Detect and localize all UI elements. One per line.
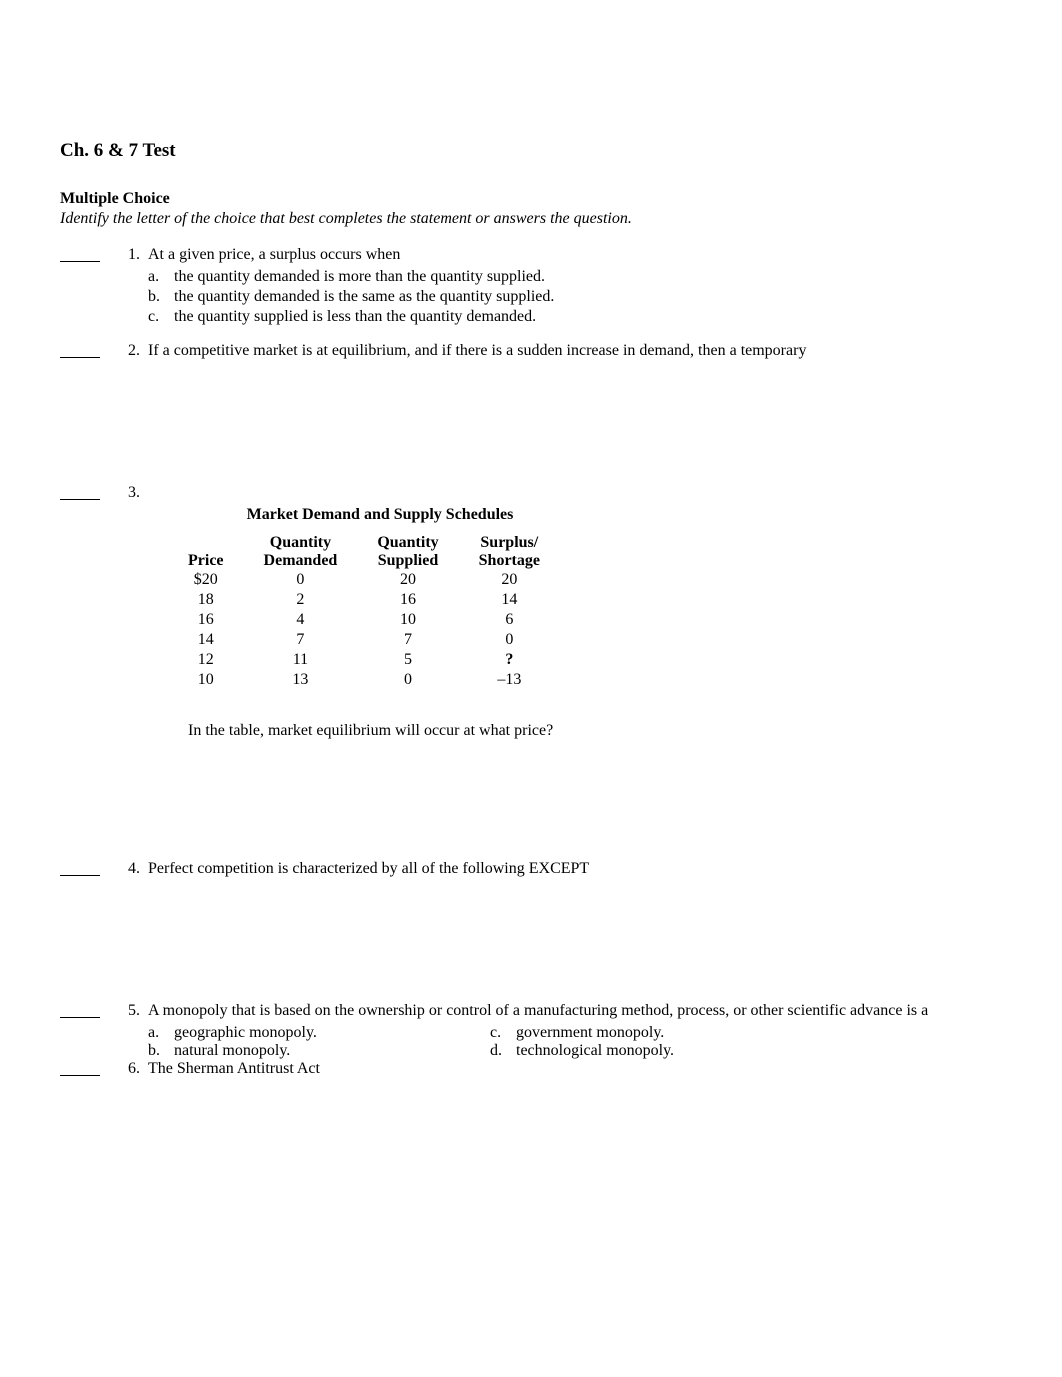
table-title: Market Demand and Supply Schedules <box>180 506 580 524</box>
question-2: 2. If a competitive market is at equilib… <box>60 342 1002 360</box>
question-number: 2. <box>120 342 148 360</box>
question-1: 1. At a given price, a surplus occurs wh… <box>60 246 1002 264</box>
question-text: Perfect competition is characterized by … <box>148 860 1002 878</box>
table-header: Surplus/ Shortage <box>459 534 560 570</box>
question-3: 3. <box>60 484 1002 502</box>
question-number: 3. <box>120 484 148 502</box>
table-header: Quantity Demanded <box>244 534 358 570</box>
choice-letter: b. <box>148 288 174 306</box>
question-text: A monopoly that is based on the ownershi… <box>148 1002 1002 1020</box>
choice-row: a. geographic monopoly. c. government mo… <box>60 1024 1002 1042</box>
choice-text: technological monopoly. <box>516 1042 674 1060</box>
choice-text: geographic monopoly. <box>174 1024 490 1042</box>
table-note: In the table, market equilibrium will oc… <box>188 722 1002 740</box>
question-4: 4. Perfect competition is characterized … <box>60 860 1002 878</box>
answer-blank[interactable] <box>60 1002 100 1018</box>
question-text: The Sherman Antitrust Act <box>148 1060 1002 1078</box>
question-6: 6. The Sherman Antitrust Act <box>60 1060 1002 1078</box>
table-row: 10 13 0 –13 <box>168 670 560 690</box>
page-title: Ch. 6 & 7 Test <box>60 140 1002 162</box>
answer-blank[interactable] <box>60 246 100 262</box>
answer-blank[interactable] <box>60 342 100 358</box>
question-number: 1. <box>120 246 148 264</box>
choice-letter: b. <box>148 1042 174 1060</box>
answer-blank[interactable] <box>60 484 100 500</box>
table-header: Quantity Supplied <box>357 534 458 570</box>
table-header: Price <box>168 534 244 570</box>
choice-row: a. the quantity demanded is more than th… <box>60 268 1002 286</box>
choice-text: the quantity demanded is the same as the… <box>174 288 1002 306</box>
question-5: 5. A monopoly that is based on the owner… <box>60 1002 1002 1020</box>
answer-blank[interactable] <box>60 1060 100 1076</box>
choice-letter: c. <box>490 1024 516 1042</box>
section-header: Multiple Choice <box>60 190 1002 208</box>
choice-letter: c. <box>148 308 174 326</box>
question-number: 5. <box>120 1002 148 1020</box>
question-text: At a given price, a surplus occurs when <box>148 246 1002 264</box>
table-row: 16 4 10 6 <box>168 610 560 630</box>
choice-letter: a. <box>148 268 174 286</box>
question-text: If a competitive market is at equilibriu… <box>148 342 1002 360</box>
table-row: 18 2 16 14 <box>168 590 560 610</box>
choice-row: b. natural monopoly. d. technological mo… <box>60 1042 1002 1060</box>
choice-text: the quantity demanded is more than the q… <box>174 268 1002 286</box>
instructions: Identify the letter of the choice that b… <box>60 210 1002 228</box>
table-row: $20 0 20 20 <box>168 570 560 590</box>
choice-text: natural monopoly. <box>174 1042 490 1060</box>
choice-letter: d. <box>490 1042 516 1060</box>
choice-row: c. the quantity supplied is less than th… <box>60 308 1002 326</box>
question-number: 6. <box>120 1060 148 1078</box>
table-row: 12 11 5 ? <box>168 650 560 670</box>
question-number: 4. <box>120 860 148 878</box>
choice-row: b. the quantity demanded is the same as … <box>60 288 1002 306</box>
choice-text: the quantity supplied is less than the q… <box>174 308 1002 326</box>
choice-letter: a. <box>148 1024 174 1042</box>
supply-demand-table: Price Quantity Demanded Quantity Supplie… <box>168 534 560 690</box>
choice-text: government monopoly. <box>516 1024 664 1042</box>
answer-blank[interactable] <box>60 860 100 876</box>
table-row: 14 7 7 0 <box>168 630 560 650</box>
question-text <box>148 484 1002 502</box>
